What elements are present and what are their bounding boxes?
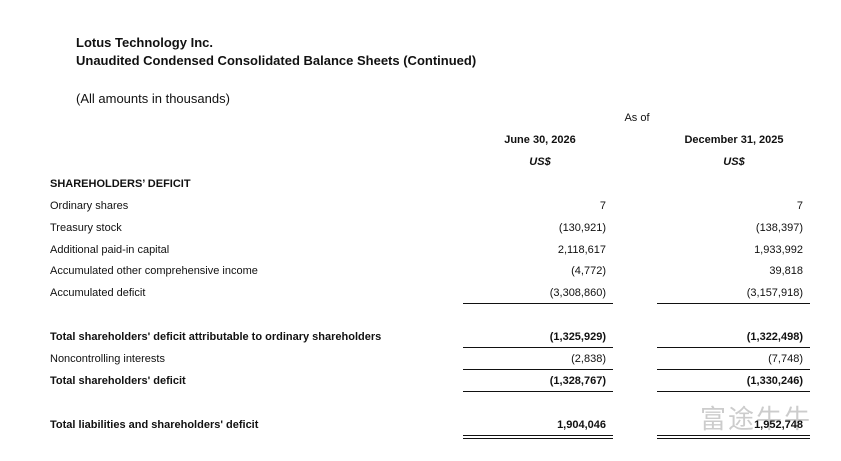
row-label: Treasury stock (50, 222, 122, 234)
cell-value: (130,921) (558, 222, 606, 234)
company-name: Lotus Technology Inc. (76, 35, 213, 50)
row-label: Total shareholders' deficit attributable… (50, 331, 382, 343)
cell-rule (463, 303, 613, 304)
cell-value: 1,933,992 (754, 244, 803, 256)
cell-value: (7,748) (768, 353, 803, 365)
cell-value: (4,772) (571, 265, 606, 277)
statement-title: Unaudited Condensed Consolidated Balance… (76, 53, 477, 68)
cell-rule (657, 303, 810, 304)
cell-value: (3,308,860) (549, 287, 606, 299)
cell-rule (463, 369, 613, 370)
cell-value: (2,838) (571, 353, 606, 365)
cell-value: (138,397) (755, 222, 803, 234)
watermark: 富途牛牛 (700, 404, 813, 434)
period-date: December 31, 2025 (684, 134, 784, 146)
cell-value: 7 (796, 200, 803, 212)
cell-value: 7 (599, 200, 606, 212)
cell-value: 1,904,046 (557, 419, 606, 431)
row-label: Total shareholders' deficit (50, 375, 186, 387)
cell-value: (1,325,929) (549, 331, 606, 343)
cell-rule (657, 391, 810, 392)
cell-value: (1,328,767) (549, 375, 606, 387)
row-label: Noncontrolling interests (50, 353, 165, 365)
cell-value: 1,952,748 (754, 419, 803, 431)
row-label: Ordinary shares (50, 200, 129, 212)
period-date: June 30, 2026 (504, 134, 576, 146)
amount-note: (All amounts in thousands) (76, 91, 230, 106)
cell-rule (657, 369, 810, 370)
row-label: Accumulated deficit (50, 287, 146, 299)
section-heading: SHAREHOLDERS’ DEFICIT (50, 178, 191, 190)
cell-value: 2,118,617 (557, 244, 606, 256)
cell-rule (657, 435, 810, 439)
as-of-label: As of (624, 112, 650, 124)
cell-rule (463, 391, 613, 392)
cell-rule (657, 347, 810, 348)
cell-value: (3,157,918) (746, 287, 803, 299)
cell-value: 39,818 (769, 265, 803, 277)
currency: US$ (723, 156, 745, 168)
cell-value: (1,322,498) (746, 331, 803, 343)
cell-value: (1,330,246) (746, 375, 803, 387)
row-label: Total liabilities and shareholders' defi… (50, 419, 259, 431)
cell-rule (463, 435, 613, 439)
cell-rule (463, 347, 613, 348)
currency: US$ (529, 156, 551, 168)
row-label: Additional paid-in capital (50, 244, 170, 256)
row-label: Accumulated other comprehensive income (50, 265, 258, 277)
